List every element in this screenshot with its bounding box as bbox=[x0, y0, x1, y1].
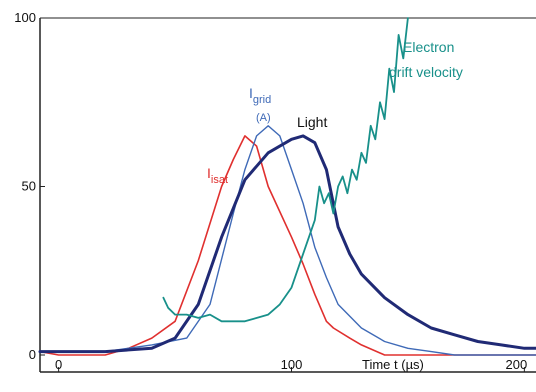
axes: 0 50 100 0 100 200 Time t (µs) bbox=[14, 10, 536, 373]
x-tick-label: 200 bbox=[506, 357, 528, 372]
label-i-grid-unit: (A) bbox=[256, 112, 271, 124]
x-tick-label: 100 bbox=[281, 357, 303, 372]
y-tick-label: 0 bbox=[29, 347, 36, 362]
y-tick-label: 50 bbox=[22, 179, 36, 194]
series-electron-drift-velocity-line bbox=[162, 17, 409, 323]
labels-layer: Iisat Igrid (A) Light Electron drift velocity bbox=[207, 39, 463, 186]
x-axis-label: Time t (µs) bbox=[362, 357, 424, 372]
label-drift-velocity: drift velocity bbox=[389, 64, 463, 80]
label-light: Light bbox=[297, 114, 327, 130]
x-tick-label: 0 bbox=[55, 357, 62, 372]
series-light-line bbox=[38, 134, 536, 354]
label-i-isat: Iisat bbox=[207, 165, 228, 186]
series-layer bbox=[38, 17, 536, 356]
label-i-grid: Igrid bbox=[249, 85, 271, 106]
series-i-isat-line bbox=[39, 135, 536, 356]
series-i-grid-a-line bbox=[39, 125, 536, 356]
y-tick-label: 100 bbox=[14, 10, 36, 25]
label-electron: Electron bbox=[403, 39, 454, 55]
